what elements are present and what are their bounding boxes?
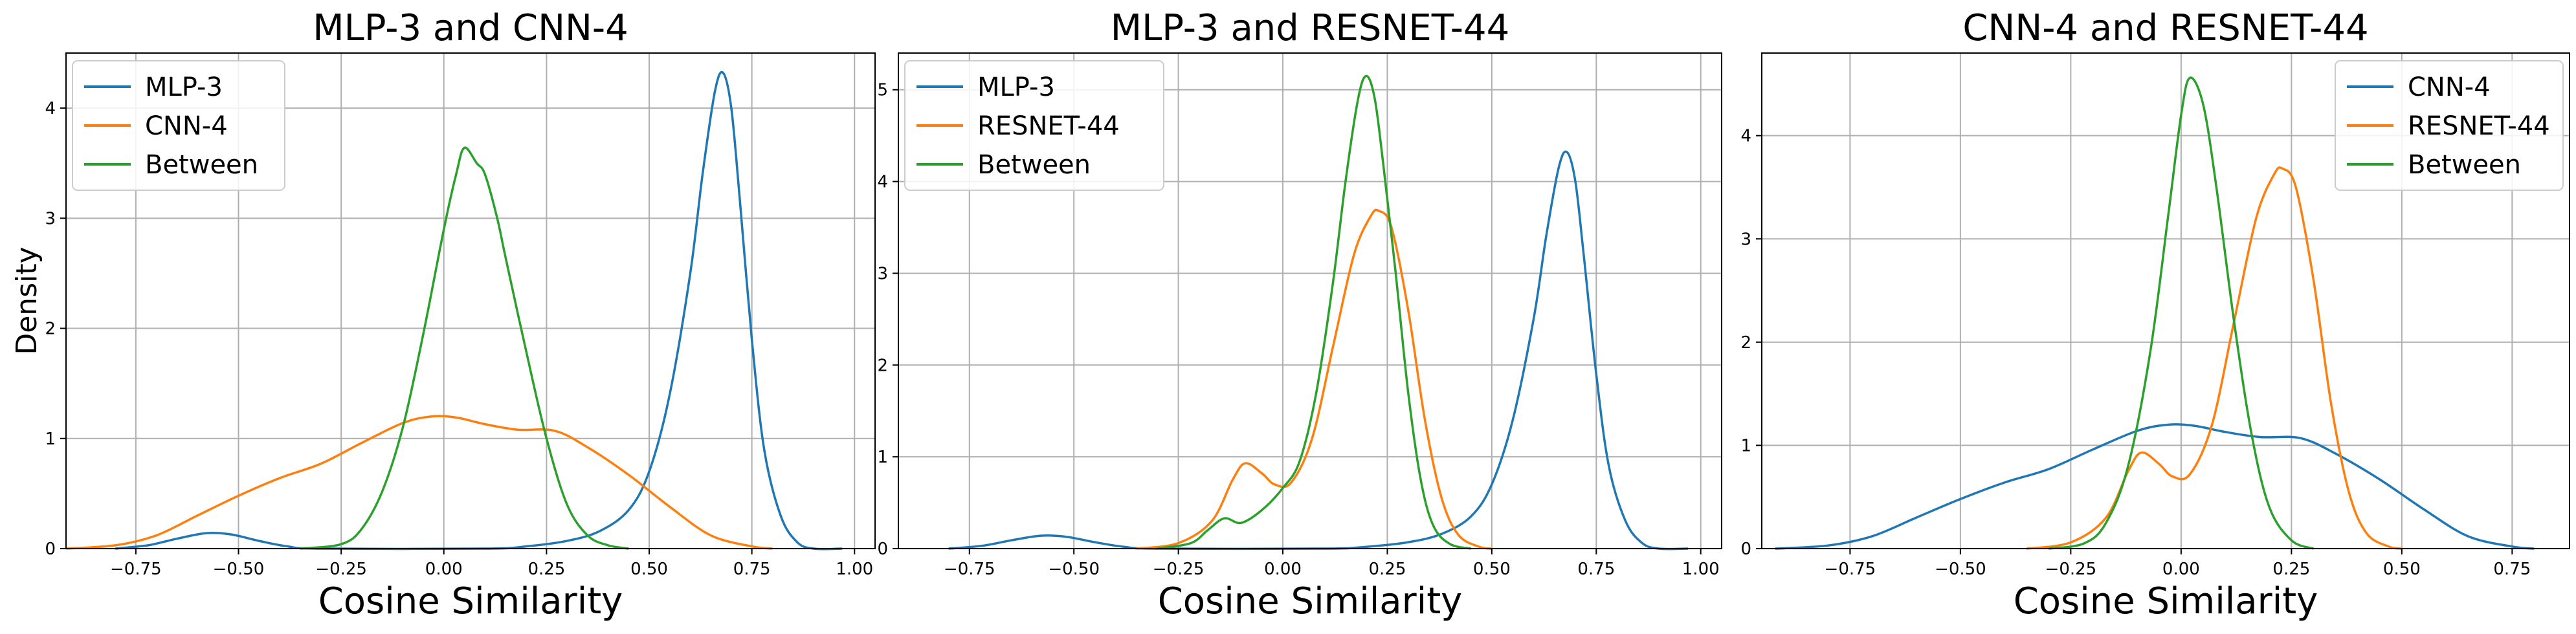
x-tick-label: 0.75 [2493, 560, 2531, 579]
legend-label: Between [2408, 150, 2521, 180]
y-tick-label: 2 [1740, 333, 1751, 353]
y-tick-label: 2 [877, 356, 888, 375]
x-tick-label: −0.50 [1048, 560, 1100, 579]
legend-label: CNN-4 [145, 111, 228, 141]
y-axis-label: Density [10, 246, 43, 355]
legend-label: Between [977, 150, 1091, 180]
y-tick-label: 3 [45, 209, 56, 228]
legend-label: MLP-3 [145, 72, 223, 102]
x-tick-label: 0.00 [1264, 560, 1302, 579]
x-axis-label: Cosine Similarity [1158, 580, 1463, 622]
x-tick-label: 1.00 [1682, 560, 1720, 579]
x-axis-label: Cosine Similarity [318, 580, 623, 622]
x-tick-label: 0.50 [1473, 560, 1511, 579]
series-line-resnet-44 [2026, 166, 2403, 550]
legend-label: RESNET-44 [2408, 111, 2550, 141]
y-tick-label: 0 [45, 540, 56, 559]
x-tick-label: 1.00 [836, 560, 873, 579]
series-line-between [1157, 74, 1471, 550]
legend-label: RESNET-44 [977, 111, 1120, 141]
y-tick-label: 1 [877, 448, 888, 467]
x-axis-label: Cosine Similarity [2014, 580, 2318, 622]
x-tick-label: 0.50 [2383, 560, 2421, 579]
y-tick-label: 3 [1740, 230, 1751, 249]
x-tick-label: 0.50 [630, 560, 668, 579]
x-tick-label: 0.75 [733, 560, 771, 579]
y-tick-label: 0 [1740, 540, 1751, 559]
x-tick-label: 0.25 [2272, 560, 2310, 579]
series-line-cnn-4 [65, 415, 773, 550]
x-tick-label: −0.25 [1153, 560, 1205, 579]
series-line-mlp-3 [115, 71, 843, 551]
x-tick-label: 0.75 [1577, 560, 1615, 579]
panel-2: −0.75 −0.50 −0.25 0.00 0.25 0.50 0.75 1.00 0 1 2 3 4… [877, 7, 1722, 622]
legend-label: MLP-3 [977, 72, 1055, 102]
series-line-mlp-3 [948, 150, 1689, 551]
x-tick-label: −0.75 [1825, 560, 1876, 579]
y-tick-label: 1 [1740, 436, 1751, 455]
y-tick-label: 2 [45, 320, 56, 339]
panel-title: MLP-3 and RESNET-44 [1111, 7, 1510, 49]
y-tick-label: 5 [877, 81, 888, 100]
x-tick-label: −0.50 [1935, 560, 1986, 579]
y-tick-label: 4 [877, 173, 888, 192]
y-tick-label: 3 [877, 264, 888, 283]
y-tick-label: 4 [45, 99, 56, 118]
y-tick-label: 4 [1740, 127, 1751, 146]
x-tick-label: −0.50 [213, 560, 265, 579]
axes-frame [1761, 52, 2570, 549]
legend-label: Between [145, 150, 258, 180]
panel-title: MLP-3 and CNN-4 [313, 7, 628, 49]
axes-frame [65, 52, 876, 549]
series-line-resnet-44 [1136, 208, 1493, 550]
x-tick-label: −0.75 [110, 560, 162, 579]
panel-1: −0.75 −0.50 −0.25 0.00 0.25 0.50 0.75 1.00 0 1 2 3 4… [10, 7, 876, 622]
x-tick-label: −0.25 [315, 560, 367, 579]
x-tick-label: 0.00 [2162, 560, 2200, 579]
legend-box [72, 60, 285, 191]
y-tick-label: 0 [877, 540, 888, 559]
x-tick-label: 0.00 [425, 560, 463, 579]
series-line-between [300, 146, 629, 550]
legend-box [904, 60, 1164, 191]
y-tick-label: 1 [45, 430, 56, 449]
x-tick-label: 0.25 [527, 560, 565, 579]
axes-frame [898, 52, 1722, 549]
x-tick-label: −0.25 [2045, 560, 2097, 579]
legend-label: CNN-4 [2408, 72, 2491, 102]
series-line-cnn-4 [1775, 423, 2535, 550]
series-line-between [2049, 76, 2315, 550]
panel-title: CNN-4 and RESNET-44 [1962, 7, 2368, 49]
x-tick-label: 0.25 [1369, 560, 1406, 579]
x-tick-label: −0.75 [944, 560, 995, 579]
panel-3: −0.75 −0.50 −0.25 0.00 0.25 0.50 0.75 0 1 2 3 4 CNN-… [1740, 7, 2570, 622]
legend-box [2335, 60, 2564, 191]
